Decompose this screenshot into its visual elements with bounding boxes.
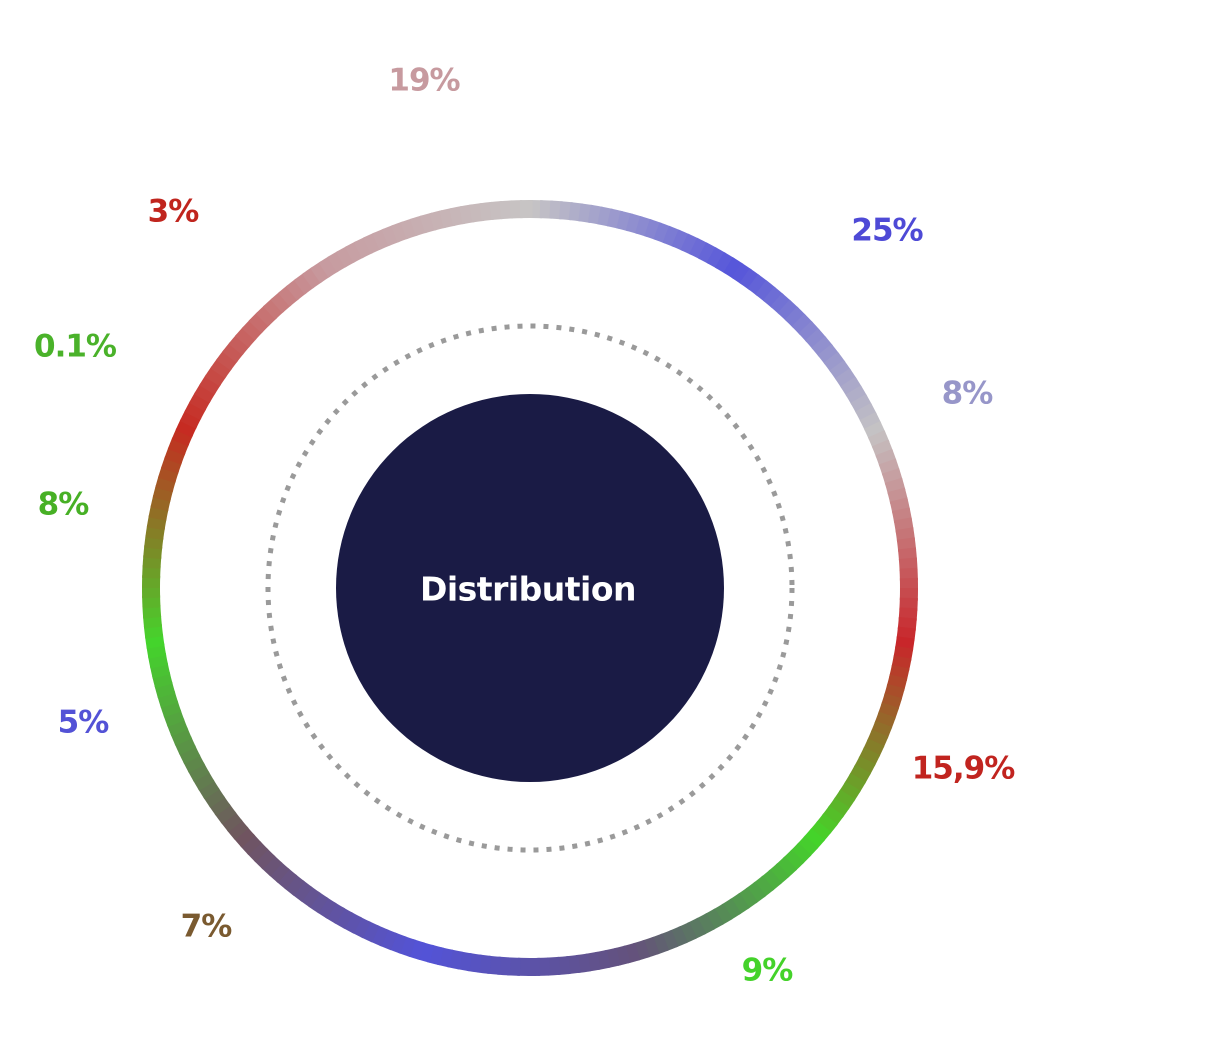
slice-label: 19% (388, 63, 460, 99)
slice-label: 0.1% (34, 329, 117, 365)
gradient-ring (142, 200, 918, 976)
slice-label: 5% (58, 705, 110, 741)
slice-label: 3% (148, 194, 200, 230)
center-disc (336, 394, 724, 782)
slice-label: 15,9% (912, 751, 1015, 787)
slice-label: 7% (181, 909, 233, 945)
slice-label: 25% (851, 213, 923, 249)
dotted-inner-ring (265, 323, 795, 853)
slice-label: 8% (942, 376, 994, 412)
slice-label: 9% (742, 953, 794, 989)
slice-label: 8% (38, 487, 90, 523)
chart-title: Distribution (420, 570, 636, 609)
percentage-labels: 25% 8% 15,9% 9% 7% 5% 8% 0.1% 3% 19% (34, 63, 1016, 989)
